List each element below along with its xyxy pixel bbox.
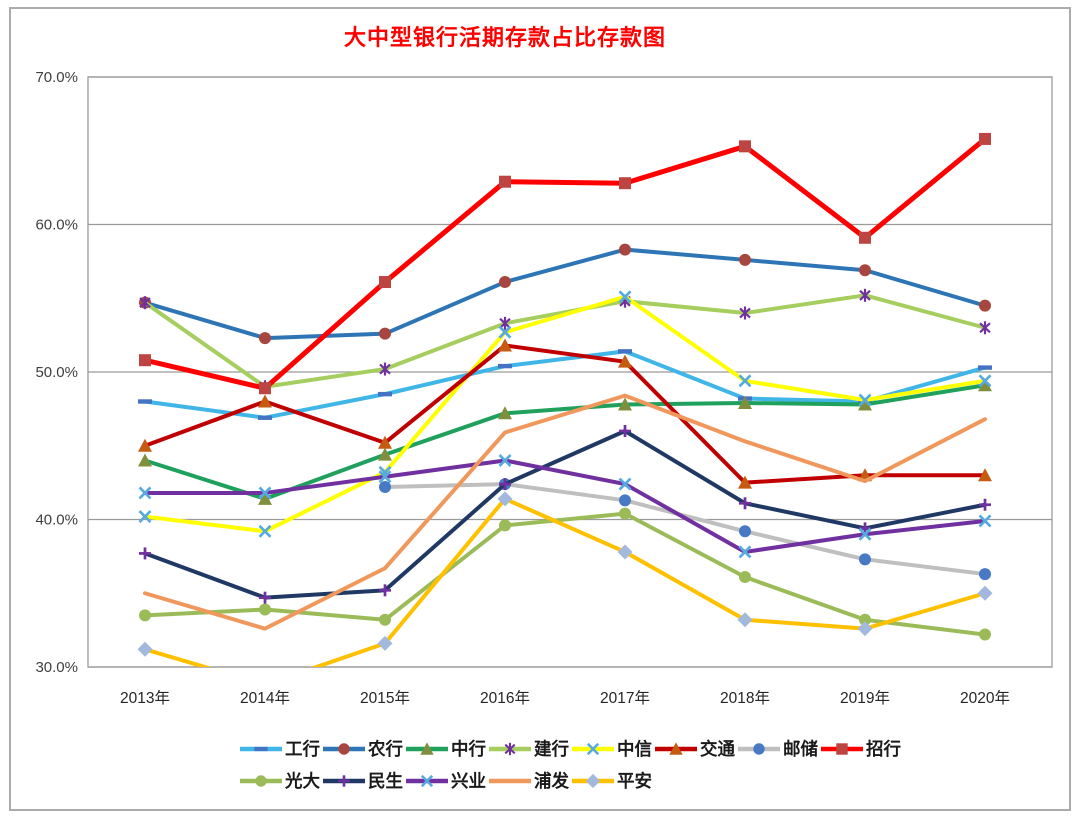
legend-item-boc: 中行 [404, 736, 486, 761]
legend-swatch-pingan-icon [572, 773, 614, 788]
series-line-cmbc [143, 429, 987, 600]
y-axis-label: 30.0% [35, 659, 78, 676]
legend-swatch-ccb-icon [489, 742, 531, 755]
legend-label-spdb: 浦发 [534, 772, 569, 792]
series-spdb [143, 393, 987, 631]
legend-item-bocom: 交通 [653, 736, 735, 761]
series-line-pingan [143, 496, 987, 667]
legend-item-ccb: 建行 [487, 736, 569, 761]
x-axis-label: 2018年 [720, 689, 770, 707]
legend-label-bocom: 交通 [700, 740, 735, 760]
series-line-citic [143, 294, 987, 534]
legend-label-abc: 农行 [368, 740, 403, 760]
legend-item-spdb: 浦发 [487, 768, 569, 793]
legend-swatch-cmbc-icon [323, 774, 365, 787]
legend-swatch-spdb-icon [489, 778, 531, 783]
legend-item-cib: 兴业 [404, 768, 486, 793]
series-line-spdb [143, 393, 987, 631]
plot-border [87, 76, 1053, 668]
series-line-icbc [143, 349, 987, 420]
series-abc [139, 243, 991, 345]
legend-item-icbc: 工行 [238, 736, 320, 761]
legend-item-ceb: 光大 [238, 768, 320, 793]
series-ceb [139, 507, 991, 641]
series-line-abc [143, 247, 987, 341]
legend-label-ccb: 建行 [534, 740, 569, 760]
legend-swatch-boc-icon [406, 741, 448, 755]
legend-swatch-psbc-icon [738, 742, 780, 755]
x-axis-label: 2017年 [600, 689, 650, 707]
series-line-ceb [143, 511, 987, 637]
x-axis-label: 2019年 [840, 689, 890, 707]
y-axis-label: 70.0% [35, 69, 78, 86]
series-cmbc [139, 425, 991, 604]
legend-swatch-cib-icon [406, 774, 448, 787]
x-axis-label: 2016年 [480, 689, 530, 707]
series-cmb [139, 132, 991, 395]
legend-item-citic: 中信 [570, 736, 652, 761]
legend: 工行 农行 中行 建行 中信 交通 邮储 招行光大 民生 兴业 浦发 平安 [238, 736, 928, 793]
legend-label-psbc: 邮储 [783, 740, 818, 760]
legend-swatch-citic-icon [572, 742, 614, 755]
legend-swatch-ceb-icon [240, 774, 282, 787]
legend-label-cmb: 招行 [866, 740, 901, 760]
x-axis-label: 2014年 [240, 689, 290, 707]
series-pingan [137, 491, 993, 667]
series-line-cmb [142, 136, 988, 391]
series-cib [138, 454, 992, 559]
legend-swatch-bocom-icon [655, 741, 697, 755]
legend-item-psbc: 邮储 [736, 736, 818, 761]
legend-item-abc: 农行 [321, 736, 403, 761]
chart-title: 大中型银行活期存款占比存款图 [343, 25, 666, 51]
series-citic [138, 290, 992, 538]
legend-label-citic: 中信 [617, 740, 652, 760]
legend-label-cib: 兴业 [451, 772, 486, 792]
series-line-ccb [143, 293, 987, 389]
legend-item-pingan: 平安 [570, 768, 652, 793]
legend-label-ceb: 光大 [285, 772, 320, 792]
legend-swatch-cmb-icon [821, 742, 863, 755]
legend-swatch-abc-icon [323, 742, 365, 755]
y-axis-label: 60.0% [35, 217, 78, 234]
legend-item-cmbc: 民生 [321, 768, 403, 793]
x-axis-label: 2013年 [120, 689, 170, 707]
legend-label-icbc: 工行 [285, 740, 320, 760]
y-axis-label: 40.0% [35, 512, 78, 529]
legend-label-pingan: 平安 [617, 772, 652, 792]
x-axis-label: 2020年 [960, 689, 1010, 707]
legend-item-cmb: 招行 [819, 736, 901, 761]
x-axis-label: 2015年 [360, 689, 410, 707]
legend-label-boc: 中行 [451, 740, 486, 760]
legend-swatch-icbc-icon [240, 746, 282, 751]
series-line-cib [143, 458, 987, 554]
y-axis-label: 50.0% [35, 364, 78, 381]
legend-label-cmbc: 民生 [368, 772, 403, 792]
